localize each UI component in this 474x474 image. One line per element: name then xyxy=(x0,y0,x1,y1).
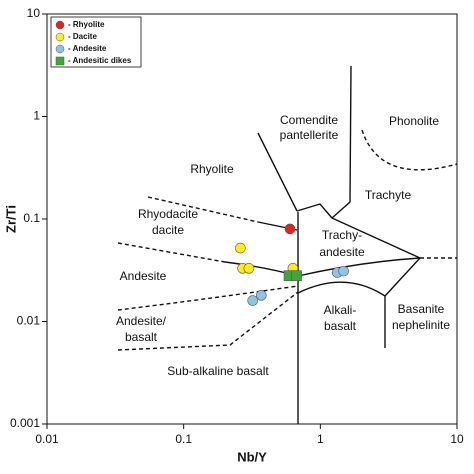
legend-swatch xyxy=(55,20,65,30)
legend-label: - Dacite xyxy=(68,32,97,41)
field-label: Rhyodacite xyxy=(138,207,198,221)
boundary xyxy=(117,285,299,311)
y-tick-label: 0.01 xyxy=(17,314,41,328)
y-tick-label: 1 xyxy=(33,109,40,123)
legend-swatch xyxy=(55,32,65,42)
point xyxy=(235,242,246,254)
point xyxy=(243,263,255,274)
boundary xyxy=(297,281,386,348)
legend-swatch xyxy=(55,56,65,66)
legend-label: - Andesite xyxy=(68,44,107,53)
field-label: basalt xyxy=(125,330,158,344)
boundary xyxy=(147,196,259,223)
y-tick-label: 0.001 xyxy=(10,416,40,430)
x-tick-label: 0.1 xyxy=(175,432,192,446)
field-label: Trachy- xyxy=(322,228,362,242)
field-label: Comendite xyxy=(280,113,338,127)
field-label: Phonolite xyxy=(389,114,439,128)
field-label: Andesite xyxy=(120,269,167,283)
boundary xyxy=(117,291,299,351)
field-label: Rhyolite xyxy=(190,162,234,176)
x-axis-label: Nb/Y xyxy=(237,449,267,464)
field-label: Alkali- xyxy=(324,303,357,317)
legend-swatch xyxy=(55,44,65,54)
boundary xyxy=(296,203,333,219)
legend-box xyxy=(50,16,142,68)
boundary xyxy=(224,257,421,277)
boundary xyxy=(257,132,298,212)
point xyxy=(291,270,302,281)
legend-label: - Andesitic dikes xyxy=(68,56,132,65)
boundary xyxy=(331,65,352,219)
y-axis-label: Zr/Ti xyxy=(3,205,18,233)
plot-frame xyxy=(46,13,458,425)
point xyxy=(284,223,296,235)
field-label: basalt xyxy=(324,319,357,333)
field-label: dacite xyxy=(152,223,184,237)
field-label: Trachyte xyxy=(365,188,412,202)
point xyxy=(256,290,267,301)
field-label: pantellerite xyxy=(280,128,339,142)
point xyxy=(247,295,259,306)
field-label: Andesite/ xyxy=(116,314,167,328)
field-label: andesite xyxy=(319,245,365,259)
boundary xyxy=(117,242,226,263)
field-label: Basanite xyxy=(398,302,445,316)
field-label: nephelinite xyxy=(392,318,450,332)
field-label: Sub-alkaline basalt xyxy=(167,364,269,378)
legend-label: - Rhyolite xyxy=(68,20,105,29)
y-tick-label: 10 xyxy=(27,6,41,20)
x-tick-label: 0.01 xyxy=(35,432,59,446)
x-tick-label: 1 xyxy=(317,432,324,446)
field-labels: Comendite pantellerite Phonolite Rhyolit… xyxy=(116,113,450,378)
y-tick-label: 0.1 xyxy=(23,211,40,225)
boundary xyxy=(361,129,458,171)
point xyxy=(338,265,349,277)
x-tick-label: 10 xyxy=(450,432,464,446)
